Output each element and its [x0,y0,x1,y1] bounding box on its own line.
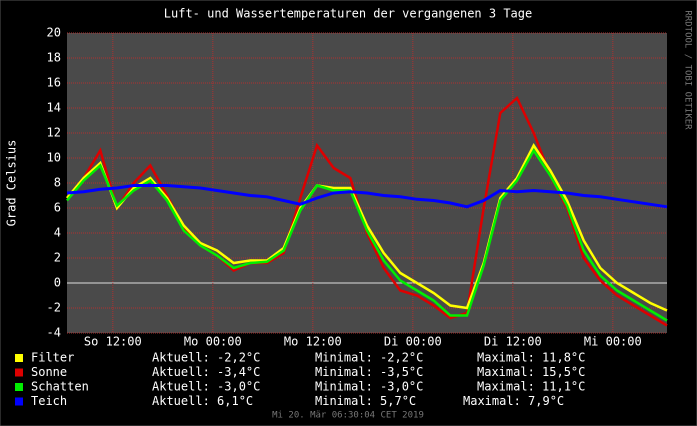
y-tick-label: 14 [47,101,61,115]
y-tick-label: 4 [54,226,61,240]
legend-swatch [15,354,23,362]
legend-swatch [15,368,23,377]
y-tick-label: 10 [47,151,61,165]
series-line [66,148,668,322]
series-line [66,143,668,312]
y-tick-label: -2 [47,301,61,315]
x-tick-label: Di 00:00 [384,335,442,349]
x-tick-label: Di 12:00 [484,335,542,349]
y-tick-label: 8 [54,176,61,190]
legend-stat: Minimal: -3,0°C [315,380,423,394]
legend-stat: Maximal: 11,8°C [477,351,585,365]
chart-title: Luft- und Wassertemperaturen der vergang… [164,7,532,21]
y-tick-label: 2 [54,251,61,265]
x-tick-label: So 12:00 [84,335,142,349]
y-tick-label: 6 [54,201,61,215]
side-note: RRDTOOL / TOBI OETIKER [683,10,693,130]
y-axis-label: Grad Celsius [5,140,19,227]
y-tick-label: 16 [47,76,61,90]
y-tick-label: 20 [47,26,61,40]
legend-stat: Minimal: 5,7°C [315,394,416,408]
x-tick-label: Mi 00:00 [584,335,642,349]
legend-stat: Aktuell: -2,2°C [152,351,260,365]
legend-stat: Minimal: -3,5°C [315,365,423,379]
legend-swatch [15,383,23,391]
y-tick-label: 18 [47,51,61,65]
y-tick-label: 0 [54,276,61,290]
legend-stat: Maximal: 7,9°C [463,394,564,408]
y-tick-label: -4 [47,326,61,340]
legend-stat: Minimal: -2,2°C [315,351,423,365]
legend-stat: Aktuell: 6,1°C [152,394,253,408]
legend-name: Filter [31,351,74,365]
legend-name: Teich [31,394,67,408]
legend-name: Schatten [31,380,89,394]
legend-name: Sonne [31,365,67,379]
legend-swatch [15,397,23,406]
legend-stat: Aktuell: -3,0°C [152,380,260,394]
x-tick-label: Mo 00:00 [184,335,242,349]
legend-stat: Aktuell: -3,4°C [152,365,260,379]
legend-stat: Maximal: 15,5°C [477,365,585,379]
x-tick-label: Mo 12:00 [284,335,342,349]
legend-stat: Maximal: 11,1°C [477,380,585,394]
footer: Mi 20. Mär 06:30:04 CET 2019 [272,411,424,421]
series-line [66,184,668,209]
y-tick-label: 12 [47,126,61,140]
